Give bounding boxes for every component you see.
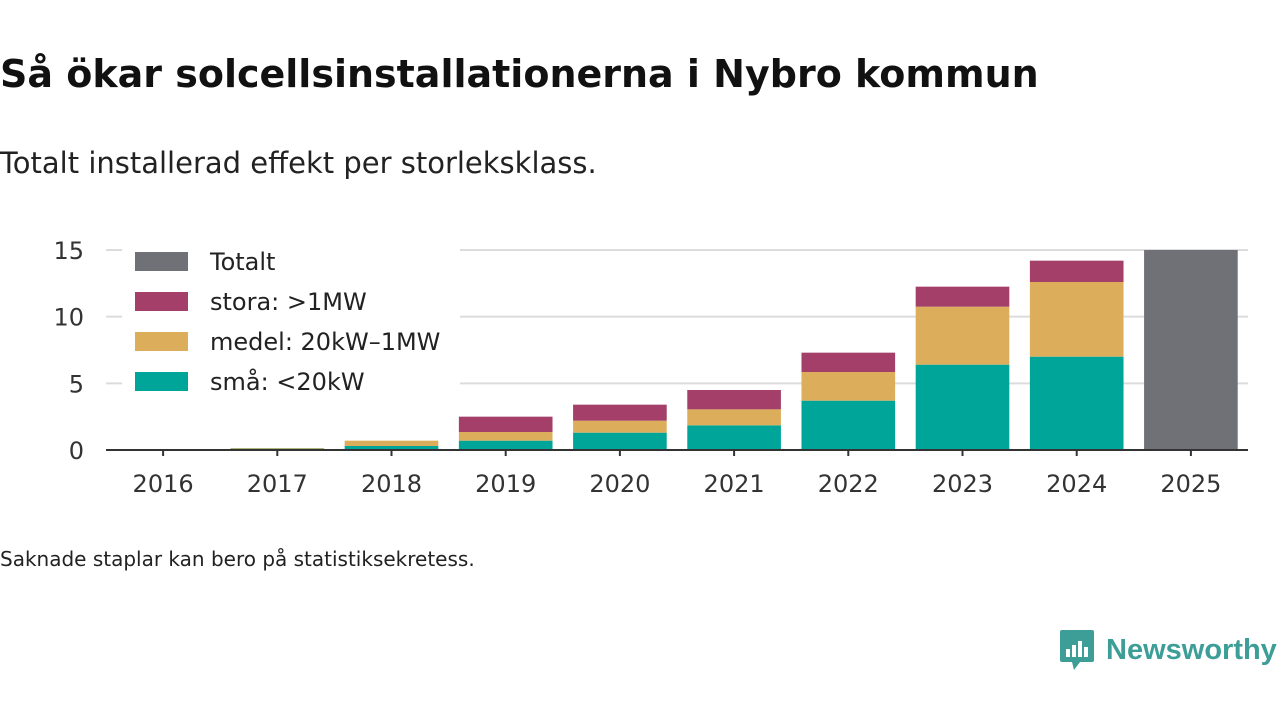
- bar-segment: [458, 416, 553, 432]
- y-tick-label: 5: [69, 370, 84, 398]
- chart-subtitle: Totalt installerad effekt per storlekskl…: [0, 146, 597, 180]
- y-tick-label: 0: [69, 437, 84, 465]
- bar-segment: [458, 440, 553, 450]
- legend-label: medel: 20kW–1MW: [210, 328, 440, 356]
- legend-label: små: <20kW: [210, 367, 365, 396]
- brand-name: Newsworthy: [1106, 633, 1277, 666]
- bar-series: [230, 250, 1238, 450]
- bar-segment: [1144, 250, 1238, 450]
- x-tick-label: 2021: [704, 470, 765, 498]
- legend: Totalt stora: >1MW medel: 20kW–1MW små: <20…: [122, 238, 460, 402]
- x-tick-label: 2017: [247, 470, 308, 498]
- x-tick-label: 2019: [475, 470, 536, 498]
- bar-segment: [687, 425, 781, 450]
- newsworthy-logo-icon: [1060, 630, 1094, 670]
- x-tick-label: 2022: [818, 470, 879, 498]
- x-tick-label: 2020: [589, 470, 650, 498]
- legend-swatch: [135, 332, 188, 351]
- brand-logo: Newsworthy: [1058, 627, 1277, 673]
- bar-segment: [344, 446, 439, 450]
- bar-segment: [801, 352, 896, 372]
- y-tick-label: 15: [53, 237, 84, 265]
- bar-segment: [687, 390, 781, 410]
- legend-swatch: [135, 252, 188, 271]
- x-tick-label: 2024: [1046, 470, 1107, 498]
- bar-segment: [801, 372, 896, 401]
- bar-segment: [230, 448, 325, 449]
- legend-label: stora: >1MW: [210, 288, 367, 316]
- bar-segment: [801, 400, 896, 450]
- legend-swatch: [135, 292, 188, 311]
- bar-segment: [458, 432, 553, 441]
- bar-segment: [915, 306, 1010, 365]
- bar-segment: [1029, 260, 1124, 282]
- legend-label: Totalt: [209, 248, 275, 276]
- bar-segment: [915, 364, 1010, 450]
- bar-segment: [915, 286, 1010, 307]
- bar-segment: [687, 409, 781, 426]
- axes: 0 5 10 15 2016 2017 2018 2019 2020 2021 2022 2023 20…: [53, 237, 1248, 498]
- stacked-bar-chart: 0 5 10 15 2016 2017 2018 2019 2020 2021 2022 2023 20…: [53, 237, 1248, 498]
- bar-segment: [1029, 282, 1124, 357]
- bar-segment: [1029, 356, 1124, 450]
- legend-swatch: [135, 372, 188, 391]
- x-tick-label: 2025: [1160, 470, 1221, 498]
- chart-title: Så ökar solcellsinstallationerna i Nybro…: [0, 52, 1039, 96]
- x-tick-label: 2018: [361, 470, 422, 498]
- x-tick-label: 2023: [932, 470, 993, 498]
- bar-segment: [344, 440, 439, 446]
- bar-segment: [573, 420, 667, 433]
- bar-segment: [573, 404, 667, 421]
- y-tick-label: 10: [53, 304, 84, 332]
- footnote: Saknade staplar kan bero på statistiksek…: [0, 547, 475, 571]
- bar-segment: [573, 432, 667, 450]
- x-tick-label: 2016: [133, 470, 194, 498]
